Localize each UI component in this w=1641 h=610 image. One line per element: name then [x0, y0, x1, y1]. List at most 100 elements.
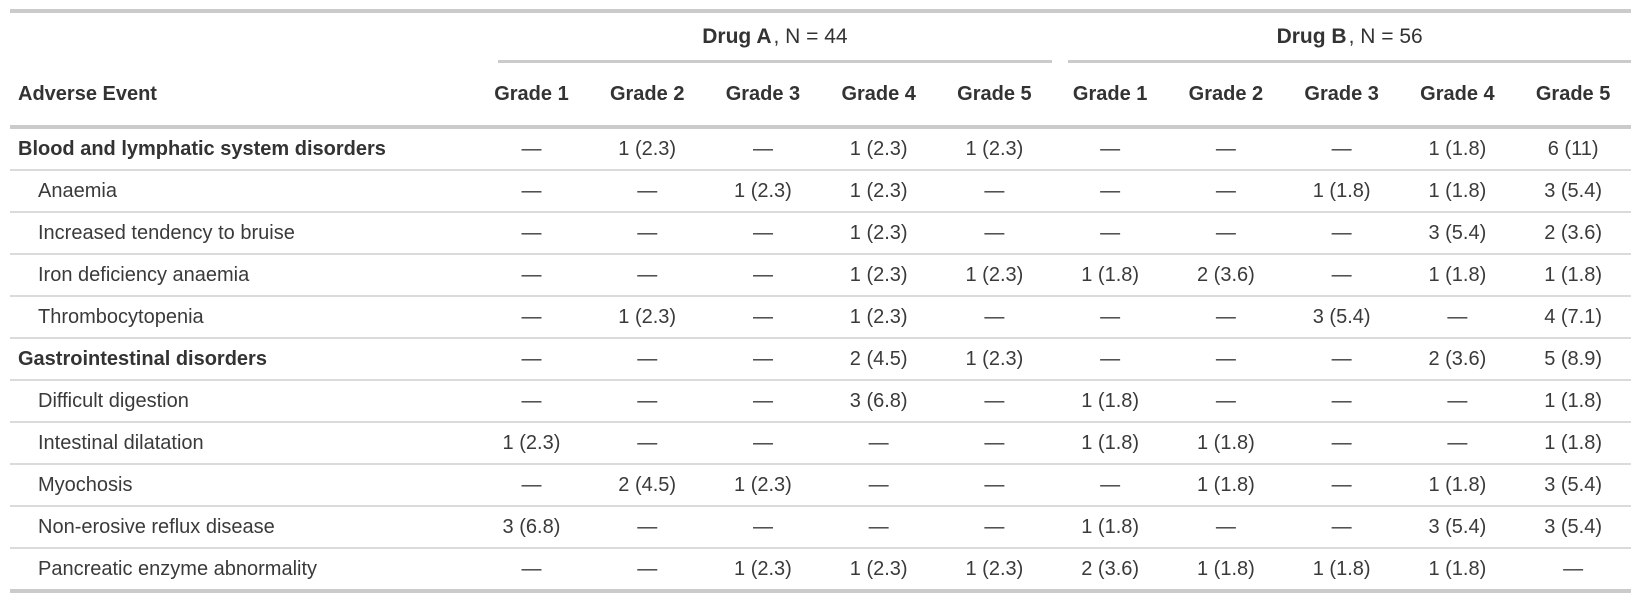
- grade-value-cell: 1 (1.8): [1081, 263, 1140, 286]
- row-label: Thrombocytopenia: [38, 305, 204, 328]
- grade-value-cell: —: [752, 305, 773, 328]
- grade-value-cell: —: [1100, 473, 1121, 496]
- grade-value-cell: —: [1100, 305, 1121, 328]
- grade-value-cell: —: [1331, 515, 1352, 538]
- grade-4-header-drug-b: Grade 4: [1420, 82, 1495, 105]
- row-label: Pancreatic enzyme abnormality: [38, 557, 318, 580]
- grade-value-cell: —: [1100, 179, 1121, 202]
- grade-value-cell: 1 (1.8): [1196, 557, 1255, 580]
- grade-value-cell: 1 (2.3): [618, 305, 677, 328]
- grade-value-cell: —: [521, 221, 542, 244]
- grade-value-cell: 1 (1.8): [1196, 431, 1255, 454]
- grade-value-cell: 1 (2.3): [502, 431, 561, 454]
- drug-b-group-label: Drug B, N = 56: [1277, 25, 1423, 49]
- grade-value-cell: —: [752, 221, 773, 244]
- drug-b-name: Drug B: [1276, 24, 1347, 48]
- grade-value-cell: —: [752, 515, 773, 538]
- grade-value-cell: —: [521, 137, 542, 160]
- grade-value-cell: —: [1447, 305, 1468, 328]
- row-label: Anaemia: [38, 179, 117, 202]
- table-row: Iron deficiency anaemia — — — 1 (2.3) 1 (2.3)…: [10, 255, 1631, 297]
- table-bottom-rule: [10, 589, 1631, 593]
- grade-value-cell: 1 (1.8): [1428, 263, 1487, 286]
- grade-value-cell: 1 (2.3): [965, 557, 1024, 580]
- table-body: Blood and lymphatic system disorders — 1 (…: [10, 129, 1631, 589]
- grade-value-cell: 1 (1.8): [1196, 473, 1255, 496]
- grade-value-cell: 1 (2.3): [849, 137, 908, 160]
- grade-value-cell: —: [752, 389, 773, 412]
- grade-value-cell: 1 (2.3): [849, 305, 908, 328]
- drug-b-group-header: Drug B, N = 56: [1068, 13, 1631, 63]
- adverse-event-column-header: Adverse Event: [18, 82, 157, 105]
- grade-value-cell: —: [1447, 431, 1468, 454]
- column-header-row: Adverse Event Grade 1 Grade 2 Grade 3 Grade…: [10, 63, 1631, 129]
- grade-value-cell: —: [1331, 221, 1352, 244]
- grade-value-cell: 3 (5.4): [1544, 515, 1603, 538]
- grade-value-cell: 1 (1.8): [1428, 473, 1487, 496]
- grade-value-cell: 1 (1.8): [1428, 137, 1487, 160]
- grade-value-cell: 1 (2.3): [965, 347, 1024, 370]
- grade-value-cell: 4 (7.1): [1544, 305, 1603, 328]
- grade-value-cell: —: [521, 389, 542, 412]
- grade-value-cell: 6 (11): [1547, 137, 1599, 160]
- table-row: Blood and lymphatic system disorders — 1 (…: [10, 129, 1631, 171]
- grade-value-cell: —: [984, 389, 1005, 412]
- grade-value-cell: 1 (2.3): [734, 179, 792, 202]
- grade-value-cell: —: [521, 263, 542, 286]
- row-label: Gastrointestinal disorders: [18, 347, 267, 370]
- grade-value-cell: —: [1215, 347, 1236, 370]
- grade-value-cell: 2 (4.5): [849, 347, 908, 370]
- grade-value-cell: —: [637, 263, 658, 286]
- row-label: Non-erosive reflux disease: [38, 515, 275, 538]
- grade-value-cell: —: [984, 431, 1005, 454]
- table-row: Pancreatic enzyme abnormality — — 1 (2.3) 1 …: [10, 549, 1631, 589]
- drug-b-n-count: , N = 56: [1348, 24, 1423, 48]
- grade-value-cell: 2 (3.6): [1428, 347, 1487, 370]
- grade-value-cell: 1 (2.3): [734, 473, 792, 496]
- drug-a-group-header: Drug A, N = 44: [497, 13, 1053, 63]
- grade-value-cell: —: [984, 179, 1005, 202]
- drug-a-n-count: , N = 44: [773, 24, 848, 48]
- grade-value-cell: —: [1100, 221, 1121, 244]
- grade-value-cell: —: [637, 557, 658, 580]
- grade-value-cell: 1 (1.8): [1428, 179, 1487, 202]
- grade-2-header-drug-b: Grade 2: [1188, 82, 1264, 105]
- grade-value-cell: —: [1215, 515, 1236, 538]
- grade-1-header-drug-a: Grade 1: [494, 82, 569, 105]
- row-label: Increased tendency to bruise: [38, 221, 295, 244]
- row-label: Iron deficiency anaemia: [38, 263, 250, 286]
- grade-value-cell: —: [521, 305, 542, 328]
- grade-value-cell: —: [1331, 347, 1352, 370]
- grade-value-cell: 1 (1.8): [1081, 431, 1140, 454]
- grade-value-cell: 1 (2.3): [849, 263, 908, 286]
- table-row: Increased tendency to bruise — — — 1 (2.3) — —…: [10, 213, 1631, 255]
- grade-value-cell: —: [637, 179, 658, 202]
- grade-value-cell: —: [868, 431, 889, 454]
- grade-value-cell: —: [1331, 137, 1352, 160]
- grade-value-cell: 5 (8.9): [1544, 347, 1603, 370]
- row-label: Myochosis: [38, 473, 133, 496]
- drug-group-header-row: Drug A, N = 44 Drug B, N = 56: [10, 13, 1631, 63]
- grade-value-cell: 3 (6.8): [502, 515, 561, 538]
- grade-value-cell: —: [984, 515, 1005, 538]
- grade-value-cell: 1 (1.8): [1428, 557, 1487, 580]
- grade-3-header-drug-a: Grade 3: [725, 82, 801, 105]
- grade-value-cell: —: [1563, 557, 1584, 580]
- grade-value-cell: 3 (6.8): [849, 389, 908, 412]
- grade-value-cell: —: [637, 515, 658, 538]
- grade-value-cell: —: [752, 431, 773, 454]
- grade-value-cell: 1 (2.3): [618, 137, 677, 160]
- grade-5-header-drug-b: Grade 5: [1535, 82, 1611, 105]
- grade-value-cell: —: [752, 347, 773, 370]
- drug-a-group-label: Drug A, N = 44: [702, 25, 847, 49]
- grade-2-header-drug-a: Grade 2: [609, 82, 685, 105]
- grade-value-cell: —: [752, 137, 773, 160]
- table-row: Difficult digestion — — — 3 (6.8) — 1 (1.8) — — —…: [10, 381, 1631, 423]
- grade-value-cell: —: [868, 473, 889, 496]
- grade-value-cell: 1 (1.8): [1081, 389, 1140, 412]
- table-row: Thrombocytopenia — 1 (2.3) — 1 (2.3) — — — 3 (5.…: [10, 297, 1631, 339]
- grade-value-cell: 3 (5.4): [1312, 305, 1371, 328]
- grade-value-cell: —: [521, 473, 542, 496]
- table-row: Anaemia — — 1 (2.3) 1 (2.3) — — — 1 (1.8) 1 (1.8)…: [10, 171, 1631, 213]
